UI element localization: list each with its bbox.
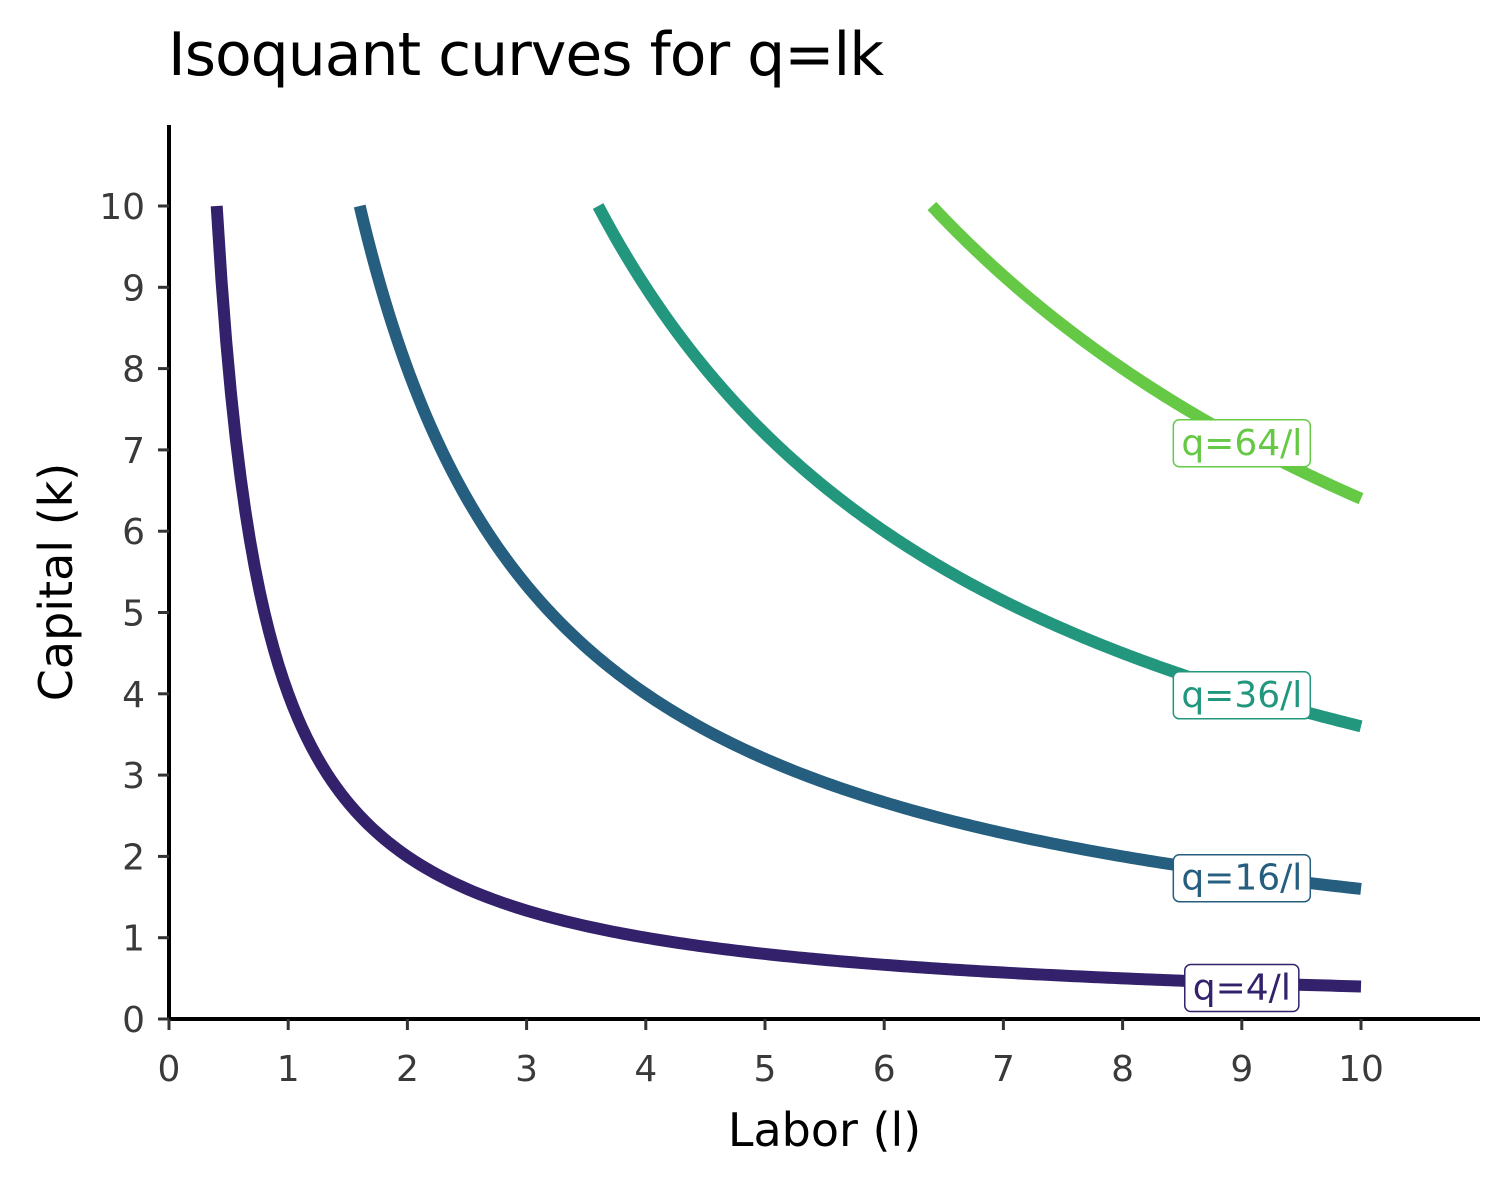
y-axis-title: Capital (k) (29, 463, 83, 701)
y-tick-label: 6 (122, 512, 145, 553)
x-tick-label: 6 (873, 1049, 896, 1090)
y-tick-label: 9 (122, 268, 145, 309)
y-tick-label: 10 (99, 187, 145, 228)
curve-label: q=64/l (1172, 419, 1312, 468)
y-tick-label: 1 (122, 919, 145, 960)
y-tick-label: 8 (122, 350, 145, 391)
y-tick-label: 3 (122, 756, 145, 797)
curve-label-text: q=36/l (1181, 675, 1302, 716)
labels-layer: q=4/l q=16/l q=36/l q=64/l (1172, 419, 1312, 1013)
x-tick-label: 10 (1338, 1049, 1384, 1090)
y-tick-label: 7 (122, 431, 145, 472)
curve-label: q=16/l (1172, 853, 1312, 903)
curve-label-box (1172, 419, 1312, 468)
curve-q-16-l (353, 204, 1363, 895)
curve-label: q=4/l (1184, 963, 1300, 1013)
x-tick-label: 5 (754, 1049, 777, 1090)
x-tick-label: 2 (396, 1049, 419, 1090)
x-tick-label: 1 (277, 1049, 300, 1090)
x-tick-label: 4 (634, 1049, 657, 1090)
x-tick-label: 7 (992, 1049, 1015, 1090)
curve-label-box (1172, 853, 1312, 903)
x-tick-label: 3 (515, 1049, 538, 1090)
axes-layer: 0 1 2 3 4 5 6 7 8 9 10 0 1 2 3 4 5 6 7 8 9 10 Labor (l) Capital… (29, 125, 1480, 1157)
curve-label-text: q=64/l (1181, 423, 1302, 464)
curve-label-box (1172, 671, 1312, 720)
curve-label-text: q=16/l (1181, 858, 1302, 899)
curve-label-box (1184, 963, 1300, 1013)
curve-label-text: q=4/l (1193, 967, 1291, 1008)
y-tick-label: 2 (122, 837, 145, 878)
x-tick-label: 8 (1111, 1049, 1134, 1090)
y-tick-label: 5 (122, 594, 145, 635)
y-tick-label: 0 (122, 1000, 145, 1041)
curve-label: q=36/l (1172, 671, 1312, 720)
x-axis-title: Labor (l) (728, 1103, 921, 1157)
curve-q-4-l (210, 205, 1363, 993)
y-tick-label: 4 (122, 675, 145, 716)
chart-title: Isoquant curves for q=lk (168, 20, 884, 90)
x-tick-label: 9 (1230, 1049, 1253, 1090)
x-tick-label: 0 (158, 1049, 181, 1090)
